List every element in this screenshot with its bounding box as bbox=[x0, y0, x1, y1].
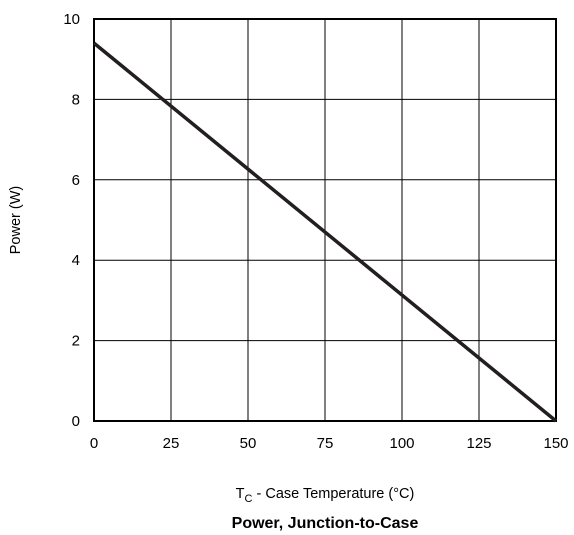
y-tick-label: 2 bbox=[72, 333, 80, 350]
y-tick-label: 6 bbox=[72, 172, 80, 189]
chart-title: Power, Junction-to-Case bbox=[232, 515, 419, 532]
x-tick-label: 125 bbox=[466, 435, 491, 452]
y-tick-label: 0 bbox=[72, 413, 80, 430]
x-tick-label: 50 bbox=[240, 435, 257, 452]
x-tick-label: 75 bbox=[317, 435, 334, 452]
y-tick-label: 8 bbox=[72, 91, 80, 108]
x-tick-label: 25 bbox=[163, 435, 180, 452]
x-axis-label-prefix: T bbox=[236, 486, 245, 502]
x-axis-label-subscript: C bbox=[245, 493, 253, 505]
plot-frame bbox=[93, 18, 557, 422]
series-layer bbox=[92, 41, 558, 423]
x-axis-label-rest: - Case Temperature (°C) bbox=[252, 486, 414, 502]
x-axis-label: TC - Case Temperature (°C) bbox=[236, 486, 415, 505]
x-tick-labels: 0 25 50 75 100 125 150 bbox=[90, 435, 569, 452]
y-axis-label: Power (W) bbox=[8, 186, 24, 254]
x-tick-label: 100 bbox=[389, 435, 414, 452]
x-tick-label: 0 bbox=[90, 435, 98, 452]
grid-lines bbox=[94, 19, 556, 421]
y-tick-labels: 0 2 4 6 8 10 bbox=[63, 11, 80, 430]
y-tick-label: 4 bbox=[72, 252, 80, 269]
series-line bbox=[92, 41, 558, 423]
x-tick-label: 150 bbox=[543, 435, 568, 452]
y-tick-label: 10 bbox=[63, 11, 80, 28]
